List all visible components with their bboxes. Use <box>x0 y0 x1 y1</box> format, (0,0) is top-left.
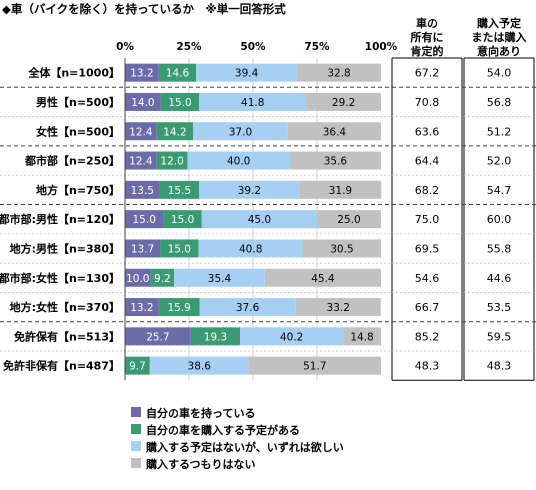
purchase-intent-value: 52.0 <box>487 155 512 168</box>
data-label: 40.8 <box>239 243 262 255</box>
data-label: 35.4 <box>208 273 232 285</box>
data-label: 13.2 <box>130 68 153 80</box>
data-label: 13.5 <box>131 185 154 197</box>
purchase-intent-value: 59.5 <box>487 330 512 343</box>
car-ownership-positive-value: 75.0 <box>415 213 440 226</box>
data-label: 12.4 <box>129 126 153 138</box>
data-label: 14.0 <box>131 97 154 109</box>
data-label: 45.0 <box>248 214 271 226</box>
data-label: 15.0 <box>168 97 191 109</box>
data-label: 15.9 <box>167 302 190 314</box>
row-label: 地方:男性【n=380】 <box>10 241 120 255</box>
car-ownership-positive-value: 66.7 <box>415 301 440 314</box>
purchase-intent-value: 54.0 <box>487 67 512 80</box>
car-ownership-positive-value: 68.2 <box>415 184 440 197</box>
data-label: 25.0 <box>337 214 360 226</box>
data-label: 15.0 <box>168 243 191 255</box>
row-label: 地方:女性【n=370】 <box>10 300 120 314</box>
legend-label: 自分の車を持っている <box>146 406 255 420</box>
car-ownership-positive-value: 54.6 <box>415 272 440 285</box>
data-label: 15.0 <box>133 214 156 226</box>
purchase-intent-value: 54.7 <box>487 184 512 197</box>
data-label: 38.6 <box>188 361 212 373</box>
car-ownership-positive-value: 85.2 <box>415 330 440 343</box>
legend-swatch <box>131 424 141 434</box>
purchase-intent-value: 44.6 <box>487 272 512 285</box>
legend-swatch <box>131 441 141 451</box>
x-tick-label: 75% <box>304 41 330 53</box>
data-label: 39.4 <box>235 68 259 80</box>
car-ownership-positive-value: 64.4 <box>415 155 440 168</box>
data-label: 36.4 <box>323 126 347 138</box>
data-label: 9.2 <box>154 273 171 285</box>
legend-swatch <box>131 407 141 417</box>
row-label: 全体【n=1000】 <box>27 66 120 80</box>
x-tick-label: 0% <box>116 41 134 53</box>
data-label: 29.2 <box>332 97 355 109</box>
data-label: 15.0 <box>171 214 194 226</box>
data-label: 13.7 <box>131 243 154 255</box>
car-ownership-positive-value: 48.3 <box>415 360 440 373</box>
row-label: 女性【n=500】 <box>36 124 120 138</box>
data-label: 32.8 <box>327 68 350 80</box>
x-tick-label: 25% <box>176 41 202 53</box>
row-label: 都市部【n=250】 <box>24 154 120 168</box>
data-label: 33.2 <box>327 302 350 314</box>
data-label: 12.0 <box>160 156 183 168</box>
x-tick-label: 100% <box>365 41 398 53</box>
data-label: 51.7 <box>303 361 326 373</box>
data-label: 37.0 <box>229 126 252 138</box>
legend-label: 購入する予定はないが、いずれは欲しい <box>145 440 344 454</box>
car-ownership-positive-value: 70.8 <box>415 96 440 109</box>
purchase-intent-value: 55.8 <box>487 242 512 255</box>
data-label: 31.9 <box>329 185 352 197</box>
data-label: 12.4 <box>129 156 153 168</box>
legend-label: 購入するつもりはない <box>145 457 256 471</box>
legend-swatch <box>131 458 141 468</box>
car-ownership-positive-value: 63.6 <box>415 125 440 138</box>
row-label: 男性【n=500】 <box>36 95 120 109</box>
data-label: 30.5 <box>330 243 353 255</box>
data-label: 25.7 <box>146 331 169 343</box>
purchase-intent-value: 48.3 <box>487 360 512 373</box>
car-ownership-positive-value: 69.5 <box>415 242 440 255</box>
data-label: 41.8 <box>241 97 264 109</box>
legend-label: 自分の車を購入する予定がある <box>146 423 300 437</box>
data-label: 45.4 <box>311 273 335 285</box>
data-label: 13.2 <box>130 302 153 314</box>
x-tick-label: 50% <box>240 41 266 53</box>
data-label: 14.8 <box>350 331 373 343</box>
purchase-intent-value: 51.2 <box>487 125 512 138</box>
data-label: 35.6 <box>324 156 348 168</box>
data-label: 14.2 <box>163 126 186 138</box>
row-label: 免許保有【n=513】 <box>14 329 120 343</box>
data-label: 15.5 <box>168 185 191 197</box>
data-label: 39.2 <box>238 185 261 197</box>
car-ownership-positive-value: 67.2 <box>415 67 440 80</box>
purchase-intent-value: 53.5 <box>487 301 512 314</box>
data-label: 37.6 <box>236 302 260 314</box>
data-label: 10.0 <box>126 273 149 285</box>
data-label: 9.7 <box>129 361 146 373</box>
purchase-intent-value: 56.8 <box>487 96 512 109</box>
data-label: 40.2 <box>280 331 303 343</box>
data-label: 19.3 <box>204 331 227 343</box>
row-label: 都市部:男性【n=120】 <box>0 212 120 226</box>
row-label: 免許非保有【n=487】 <box>3 359 120 373</box>
purchase-intent-value: 60.0 <box>487 213 512 226</box>
data-label: 14.6 <box>166 68 190 80</box>
row-label: 地方【n=750】 <box>36 183 120 197</box>
row-label: 都市部:女性【n=130】 <box>0 271 120 285</box>
data-label: 40.0 <box>227 156 250 168</box>
